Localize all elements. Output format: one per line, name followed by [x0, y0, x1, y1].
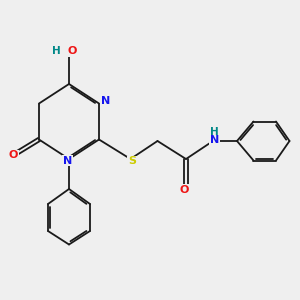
Text: O: O	[180, 185, 189, 195]
Text: H: H	[52, 46, 61, 56]
Text: N: N	[101, 96, 110, 106]
Text: O: O	[68, 46, 77, 56]
Text: N: N	[210, 135, 219, 145]
Text: S: S	[128, 156, 136, 167]
Text: O: O	[9, 150, 18, 161]
Text: N: N	[63, 155, 72, 166]
Text: H: H	[210, 127, 219, 137]
